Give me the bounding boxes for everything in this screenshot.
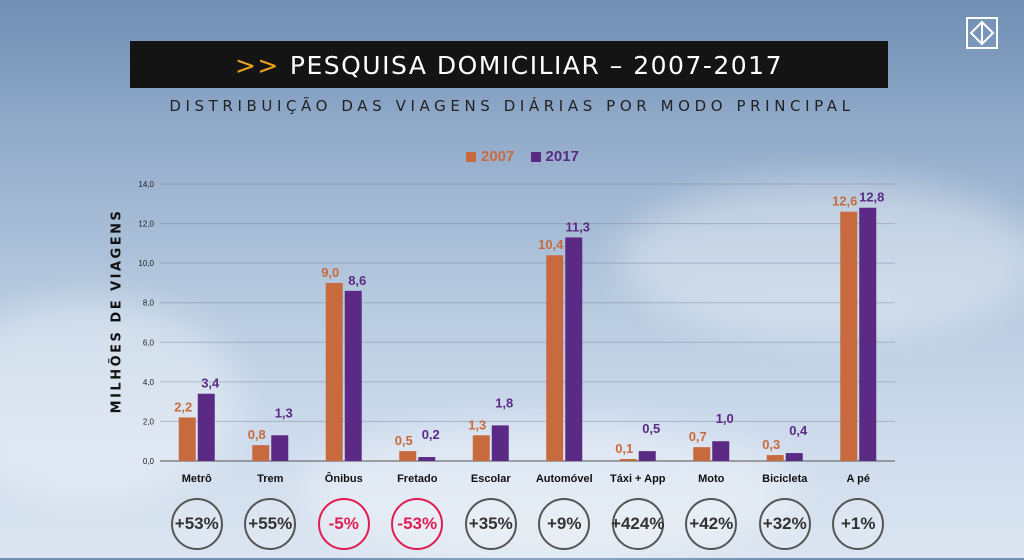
title-bar: >> PESQUISA DOMICILIAR – 2007-2017 (130, 41, 888, 88)
title-text: PESQUISA DOMICILIAR – 2007-2017 (289, 51, 783, 80)
bar-2007 (472, 435, 490, 461)
data-label: 0,7 (689, 429, 707, 444)
x-tick-label: A pé (847, 473, 870, 485)
bar-2017 (565, 237, 583, 461)
change-badge: +9% (538, 498, 591, 550)
x-tick-label: Escolar (471, 473, 511, 485)
data-label: 1,0 (716, 411, 734, 426)
metro-logo-icon (966, 17, 998, 49)
bar-2017 (271, 435, 289, 461)
change-badge: +55% (244, 498, 297, 550)
bar-2017 (785, 453, 803, 461)
data-label: 1,3 (468, 417, 486, 432)
data-label: 0,3 (762, 437, 780, 452)
data-label: 0,1 (615, 441, 633, 456)
data-label: 10,4 (538, 237, 564, 252)
data-label: 2,2 (174, 399, 192, 414)
bar-2017 (491, 425, 509, 461)
data-label: 0,5 (395, 433, 413, 448)
data-label: 9,0 (321, 265, 339, 280)
bar-2017 (712, 441, 730, 461)
change-badge: +53% (170, 498, 223, 550)
x-tick-label: Fretado (397, 473, 438, 485)
x-tick-label: Moto (698, 473, 725, 485)
change-badge: +35% (464, 498, 517, 550)
chart-subtitle: DISTRIBUIÇÃO DAS VIAGENS DIÁRIAS POR MOD… (169, 97, 855, 115)
data-label: 12,6 (832, 194, 857, 209)
legend-swatch-2017 (530, 151, 541, 162)
y-tick-label: 4,0 (143, 378, 155, 387)
change-badge: +1% (832, 498, 885, 550)
bar-2007 (840, 211, 858, 461)
data-label: 1,3 (275, 405, 293, 420)
data-label: 0,5 (642, 421, 660, 436)
change-badge: +32% (758, 498, 811, 550)
bar-2007 (399, 451, 417, 461)
legend-item-2017: 2017 (530, 148, 579, 165)
bar-2007 (619, 459, 637, 461)
y-tick-label: 8,0 (143, 299, 155, 308)
title-arrow: >> (234, 51, 280, 80)
legend-label-2007: 2007 (481, 148, 515, 165)
change-badge: +42% (685, 498, 738, 550)
bar-2007 (178, 417, 196, 461)
data-label: 3,4 (201, 376, 220, 391)
legend-item-2007: 2007 (466, 148, 514, 165)
y-tick-label: 14,0 (138, 180, 154, 189)
bar-2017 (344, 290, 362, 461)
x-tick-label: Bicicleta (762, 473, 808, 485)
change-badge: +424% (611, 498, 664, 550)
legend-label-2017: 2017 (545, 148, 579, 165)
bar-2017 (418, 457, 436, 461)
bar-2007 (693, 447, 711, 461)
bar-2007 (325, 282, 343, 461)
bar-2017 (859, 207, 877, 461)
page-title: >> PESQUISA DOMICILIAR – 2007-2017 (130, 51, 888, 80)
y-tick-label: 2,0 (143, 417, 155, 426)
y-tick-label: 6,0 (143, 338, 155, 347)
x-tick-label: Táxi + App (610, 473, 666, 485)
bar-2007 (546, 255, 564, 461)
y-tick-label: 10,0 (138, 259, 154, 268)
y-tick-label: 12,0 (138, 220, 154, 229)
x-tick-label: Ônibus (325, 472, 363, 485)
change-badge: -53% (391, 498, 444, 550)
data-label: 8,6 (348, 273, 366, 288)
y-tick-label: 0,0 (143, 457, 155, 466)
data-label: 11,3 (565, 219, 590, 234)
bar-2017 (197, 393, 215, 461)
bar-2017 (638, 451, 656, 461)
x-tick-label: Trem (257, 473, 284, 485)
x-tick-label: Metrô (182, 473, 212, 485)
bar-2007 (252, 445, 270, 461)
data-label: 12,8 (859, 190, 884, 205)
data-label: 0,4 (789, 423, 808, 438)
data-label: 1,8 (495, 395, 513, 410)
bar-2007 (766, 455, 784, 461)
change-badge: -5% (317, 498, 370, 550)
data-label: 0,8 (248, 427, 266, 442)
legend-swatch-2007 (466, 151, 476, 162)
data-label: 0,2 (422, 427, 440, 442)
x-tick-label: Automóvel (536, 473, 593, 485)
chart-legend: 2007 2017 (466, 148, 591, 166)
